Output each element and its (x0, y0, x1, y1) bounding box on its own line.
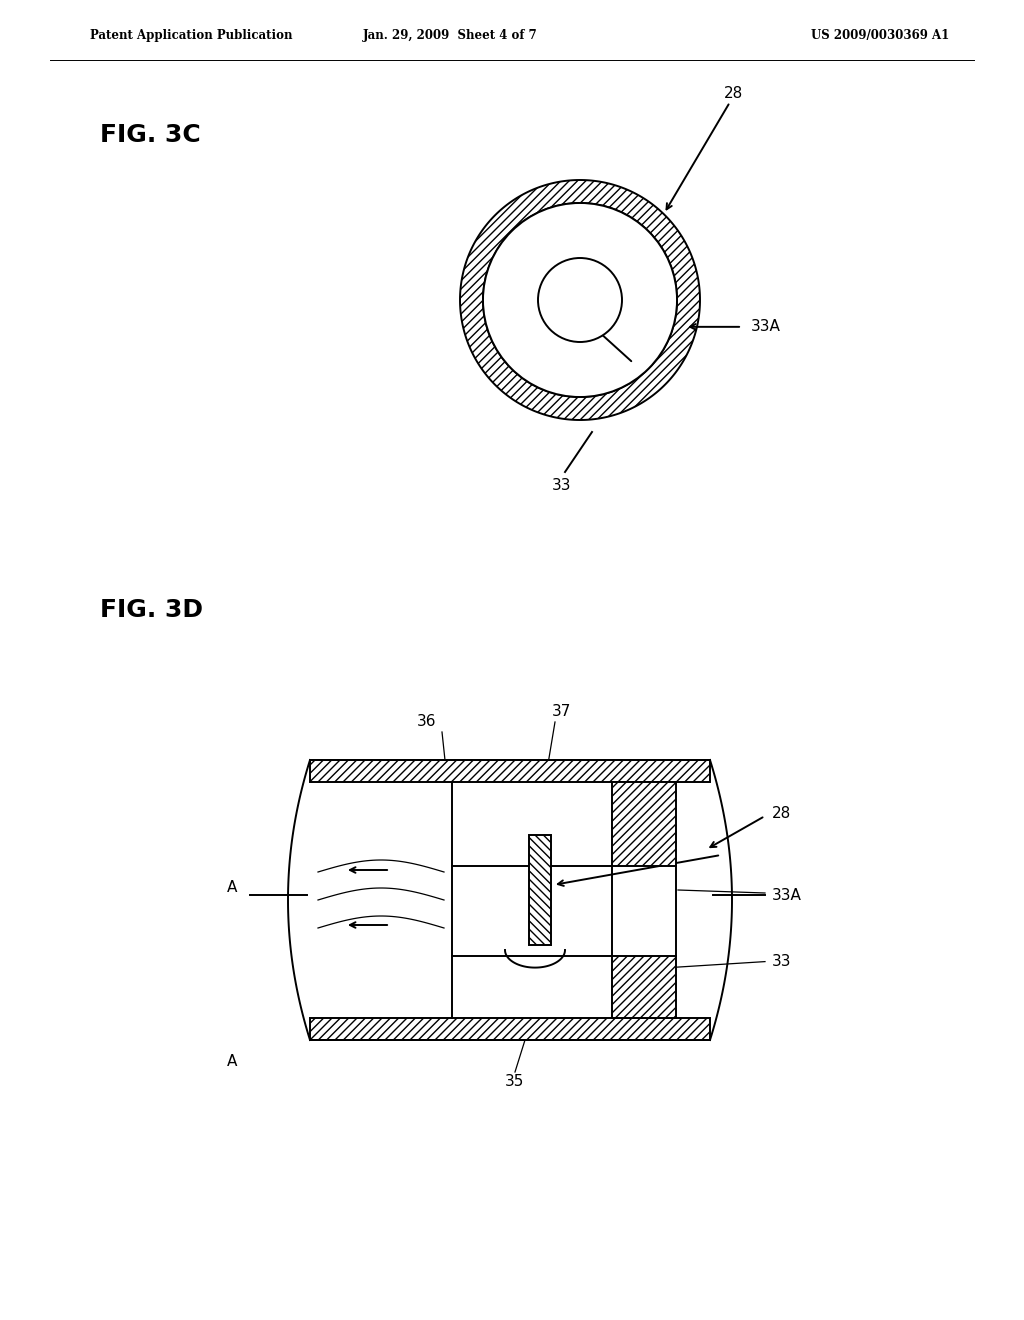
Text: 33: 33 (552, 478, 571, 492)
Text: 35: 35 (505, 1074, 524, 1089)
Bar (310, 1018, 710, 1040)
Text: US 2009/0030369 A1: US 2009/0030369 A1 (811, 29, 949, 41)
Text: 33: 33 (772, 954, 792, 969)
Text: A: A (226, 879, 238, 895)
Text: FIG. 3D: FIG. 3D (100, 598, 203, 622)
Text: Jan. 29, 2009  Sheet 4 of 7: Jan. 29, 2009 Sheet 4 of 7 (362, 29, 538, 41)
Text: 33A: 33A (772, 887, 802, 903)
Text: Patent Application Publication: Patent Application Publication (90, 29, 293, 41)
Text: A: A (226, 1055, 238, 1069)
Bar (612, 781, 676, 866)
Circle shape (483, 203, 677, 397)
Text: 36: 36 (417, 714, 437, 730)
Bar (310, 760, 710, 781)
Bar (612, 957, 676, 1018)
Text: 28: 28 (724, 86, 743, 102)
Text: FIG. 3C: FIG. 3C (100, 123, 201, 147)
Text: 28: 28 (772, 805, 792, 821)
Text: 37: 37 (552, 705, 571, 719)
PathPatch shape (460, 180, 700, 420)
Circle shape (538, 257, 622, 342)
FancyBboxPatch shape (529, 836, 551, 945)
Text: 33A: 33A (751, 319, 780, 334)
